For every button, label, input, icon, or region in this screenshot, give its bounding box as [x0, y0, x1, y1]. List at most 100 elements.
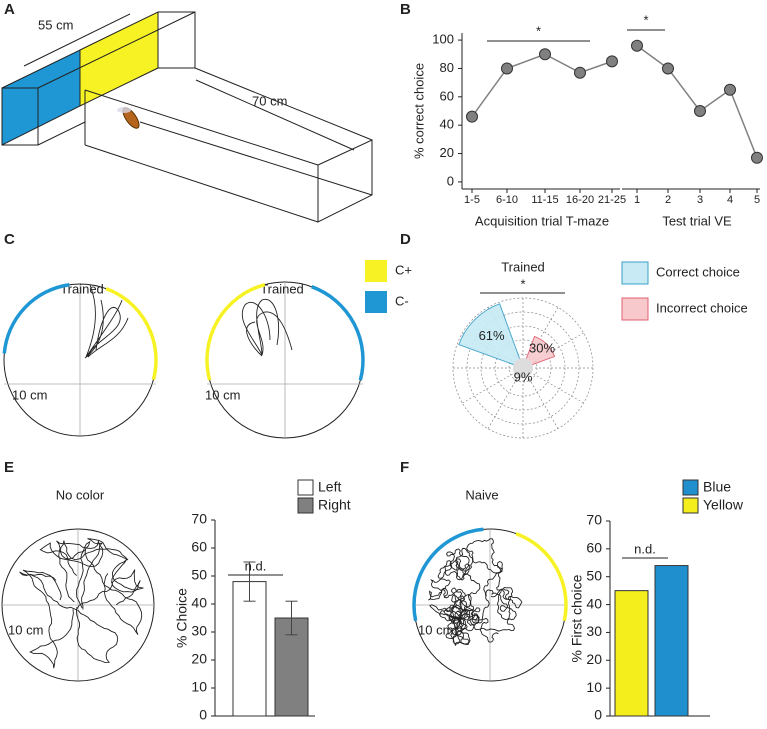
y-tick-label: 100 [432, 32, 454, 47]
significance: * [536, 23, 541, 38]
line [471, 53, 613, 118]
x-axis-label: Test trial VE [662, 213, 732, 228]
legend-swatch [621, 297, 649, 321]
color-arc [205, 282, 266, 381]
trajectory [76, 559, 144, 609]
scale-label: 10 cm [12, 387, 47, 402]
x-tick-label: 2 [665, 194, 671, 206]
polar-wedge [522, 335, 556, 369]
legend-swatch [682, 497, 699, 514]
line [636, 45, 758, 159]
point [724, 83, 736, 96]
point [466, 110, 478, 123]
x-tick-label: 11-15 [531, 194, 558, 206]
trajectory [76, 540, 143, 636]
polar-wedge [458, 303, 524, 369]
y-tick-label: 70 [586, 512, 602, 528]
maze [1, 11, 373, 223]
plot-title: Trained [60, 281, 104, 296]
y-tick-label: 40 [586, 595, 602, 611]
polar-title: Trained [501, 259, 545, 274]
y-tick-label: 40 [191, 595, 207, 611]
maze-edge [84, 89, 319, 166]
value-label: 9% [514, 369, 533, 384]
trajectory [22, 569, 74, 669]
legend-swatch [297, 479, 314, 496]
legend-swatch [297, 497, 314, 514]
bee-wing [117, 107, 131, 113]
x-tick-label: 21-25 [598, 194, 626, 206]
trajectory [437, 538, 523, 620]
x-tick-label: 1-5 [464, 194, 480, 206]
scale-label: 10 cm [205, 387, 240, 402]
x-tick-label: 6-10 [496, 194, 518, 206]
maze-edge [139, 121, 373, 196]
blue-wall [1, 49, 81, 146]
significance: * [520, 276, 525, 291]
x-tick-label: 16-20 [566, 194, 594, 206]
legend-label: Yellow [703, 497, 744, 513]
panel-letter: D [400, 231, 411, 248]
y-tick-label: 20 [440, 145, 454, 160]
y-tick-label: 60 [191, 539, 207, 555]
point [574, 66, 586, 79]
y-tick-label: 0 [447, 173, 454, 188]
panel-letter: E [4, 459, 14, 476]
y-tick-label: 40 [440, 117, 454, 132]
bar [654, 565, 689, 717]
maze-edge [158, 11, 196, 69]
trajectory [19, 571, 118, 664]
value-label: 61% [479, 328, 505, 343]
y-tick-label: 30 [586, 623, 602, 639]
y-tick-label: 60 [440, 88, 454, 103]
maze-edge [2, 87, 39, 146]
point [631, 39, 643, 52]
panel-letter: A [4, 1, 15, 18]
dimension-line [23, 13, 131, 67]
dimension-label: 55 cm [38, 17, 73, 32]
value-label: 30% [529, 340, 555, 355]
y-tick-label: 70 [191, 511, 207, 527]
y-axis-label: % Choice [174, 588, 190, 648]
point [501, 62, 513, 75]
legend-label: Left [318, 479, 341, 495]
x-tick-label: 4 [727, 194, 733, 206]
color-arc [105, 286, 158, 381]
x-tick-label: 3 [697, 194, 703, 206]
bar [232, 581, 267, 717]
maze-end [317, 139, 373, 223]
y-tick-label: 20 [191, 651, 207, 667]
legend-label: Blue [703, 479, 731, 495]
y-tick-label: 50 [191, 567, 207, 583]
dimension-line [195, 79, 355, 151]
color-arc [412, 527, 484, 622]
plot-title: Trained [260, 281, 304, 296]
significance: n.d. [245, 558, 267, 573]
dimension-label: 70 cm [252, 93, 287, 108]
trajectory [60, 538, 129, 610]
legend-label: Correct choice [656, 264, 740, 279]
trajectory [242, 298, 293, 357]
legend-swatch [682, 479, 699, 496]
significance: n.d. [634, 541, 656, 556]
y-tick-label: 0 [594, 707, 602, 723]
significance: * [643, 12, 648, 27]
legend-swatch [365, 291, 387, 313]
y-tick-label: 30 [191, 623, 207, 639]
color-arc [515, 531, 568, 622]
point [694, 105, 706, 117]
y-tick-label: 10 [191, 679, 207, 695]
legend-label: Right [318, 497, 351, 513]
trajectory [84, 284, 129, 359]
x-axis-label: Acquisition trial T-maze [475, 213, 609, 228]
maze-edge [194, 67, 373, 141]
maze-edge [37, 11, 196, 89]
scale-label: 10 cm [418, 622, 453, 637]
y-tick-label: 10 [586, 679, 602, 695]
y-tick-label: 60 [586, 540, 602, 556]
y-axis-label: % First choice [569, 574, 585, 662]
legend-label: C+ [395, 262, 412, 277]
center-value [512, 357, 534, 379]
bar [614, 590, 649, 717]
